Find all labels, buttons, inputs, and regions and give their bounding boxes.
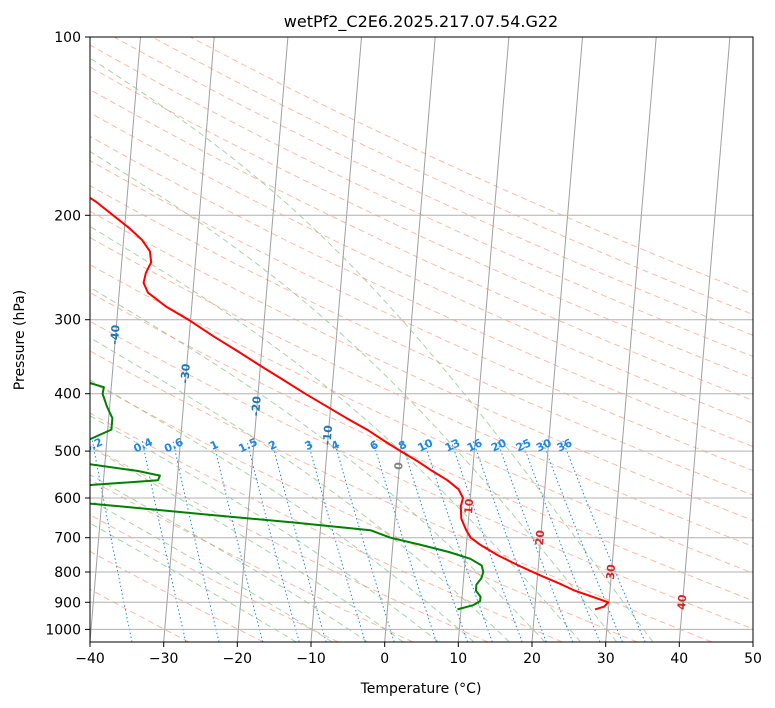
moist-adiabat-line	[90, 57, 654, 642]
y-tick-label: 600	[54, 491, 81, 507]
mixing-ratio-line	[141, 440, 187, 642]
x-tick-label: −10	[296, 651, 326, 667]
y-axis: 100 200 300 400 500 600 700 800 900 1000	[45, 30, 90, 638]
dewpoint-profile-line	[90, 381, 485, 611]
isotherms	[90, 37, 753, 642]
dry-adiabat-line	[90, 237, 753, 547]
dry-adiabat-line	[90, 350, 712, 642]
isotherm-line	[678, 37, 731, 642]
isotherm-line	[457, 37, 510, 642]
y-tick-label: 1000	[45, 622, 81, 638]
x-tick-label: −30	[149, 651, 179, 667]
dry-adiabat-line	[90, 89, 753, 402]
mixing-ratio-line	[541, 440, 623, 642]
y-tick-label: 900	[54, 595, 81, 611]
moist-adiabat-line	[90, 225, 582, 642]
isotherm-line	[236, 37, 289, 642]
dry-adiabat-line	[90, 292, 753, 602]
dry-adiabats	[90, 37, 753, 642]
mixing-ratio-line	[450, 440, 523, 642]
isotherm-line	[163, 37, 215, 642]
mixing-ratio-label: 36	[555, 436, 575, 454]
isotherm-line	[605, 37, 657, 642]
isotherm-line	[384, 37, 436, 642]
mixing-ratio-line	[271, 440, 327, 642]
isotherm-line	[90, 37, 141, 642]
x-tick-label: −20	[223, 651, 253, 667]
moist-adiabats	[90, 57, 654, 642]
moist-adiabat-line	[90, 446, 404, 642]
x-tick-label: 20	[523, 651, 541, 667]
x-tick-label: 50	[744, 651, 762, 667]
isotherm-label: 40	[675, 594, 689, 611]
isotherm-label: -20	[249, 395, 264, 416]
mixing-ratio-line	[333, 440, 395, 642]
dry-adiabat-line	[90, 210, 753, 522]
x-axis-label: Temperature (°C)	[360, 681, 482, 697]
mixing-ratio-lines	[91, 440, 646, 642]
isotherm-label: -10	[320, 424, 335, 445]
x-tick-label: 40	[670, 651, 688, 667]
moist-adiabat-line	[90, 379, 475, 642]
x-tick-label: 30	[597, 651, 615, 667]
dry-adiabat-line	[90, 320, 753, 630]
mixing-ratio-line	[212, 440, 264, 642]
mixing-ratio-label: 20	[489, 436, 509, 454]
y-tick-label: 700	[54, 531, 81, 547]
data-series	[90, 196, 610, 611]
moist-adiabat-line	[90, 415, 439, 642]
mixing-ratio-label: 10	[416, 436, 436, 454]
mixing-ratio-line	[246, 440, 300, 642]
mixing-ratio-label: 13	[443, 436, 462, 454]
y-axis-label: Pressure (hPa)	[12, 290, 28, 390]
reference-labels: -100-90-80-70-60-50-40-30-20-10010203040…	[90, 324, 689, 611]
mixing-ratio-label: 30	[534, 436, 554, 454]
y-tick-label: 800	[54, 565, 81, 581]
dry-adiabat-line	[113, 37, 753, 336]
isotherm-label: 0	[392, 461, 406, 470]
plot-frame	[89, 36, 754, 643]
moist-adiabat-line	[90, 337, 510, 642]
mixing-ratio-label: 16	[465, 436, 485, 454]
y-tick-label: 300	[54, 313, 81, 329]
x-tick-label: −40	[75, 651, 105, 667]
dry-adiabat-line	[90, 160, 753, 472]
mixing-ratio-label: 25	[514, 436, 533, 454]
x-tick-label: 10	[449, 651, 467, 667]
y-tick-label: 400	[54, 387, 81, 403]
isotherm-label: -30	[178, 363, 193, 384]
mixing-ratio-line	[91, 440, 133, 642]
dry-adiabat-line	[90, 445, 488, 642]
mixing-ratio-line	[562, 440, 646, 642]
y-tick-label: 100	[54, 30, 81, 46]
temperature-profile-line	[90, 196, 610, 611]
moist-adiabat-line	[90, 286, 546, 642]
dry-adiabat-line	[90, 514, 339, 642]
x-tick-label: 0	[380, 651, 389, 667]
moist-adiabat-line	[90, 522, 297, 642]
isotherm-label: 20	[533, 529, 547, 546]
dry-adiabat-line	[90, 412, 563, 642]
dry-adiabat-line	[90, 112, 753, 424]
mixing-ratio-line	[472, 440, 547, 642]
pressure-gridlines	[90, 37, 753, 630]
isotherm-label: 30	[604, 563, 618, 580]
isotherm-label: -40	[108, 324, 123, 345]
plot-area: -100-90-80-70-60-50-40-30-20-10010203040…	[90, 37, 753, 642]
y-tick-label: 500	[54, 444, 81, 460]
x-axis: −40 −30 −20 −10 0 10 20 30 40 50	[75, 642, 762, 667]
moist-adiabat-line	[90, 499, 333, 642]
mixing-ratio-line	[307, 440, 366, 642]
isotherm-label: 10	[462, 498, 476, 515]
isotherm-line	[310, 37, 362, 642]
dry-adiabat-line	[90, 550, 264, 642]
chart-title: wetPf2_C2E6.2025.217.07.54.G22	[284, 12, 558, 32]
mixing-ratio-line	[172, 440, 220, 642]
isotherm-line	[531, 37, 583, 642]
dry-adiabat-line	[90, 185, 753, 496]
y-tick-label: 200	[54, 208, 81, 224]
